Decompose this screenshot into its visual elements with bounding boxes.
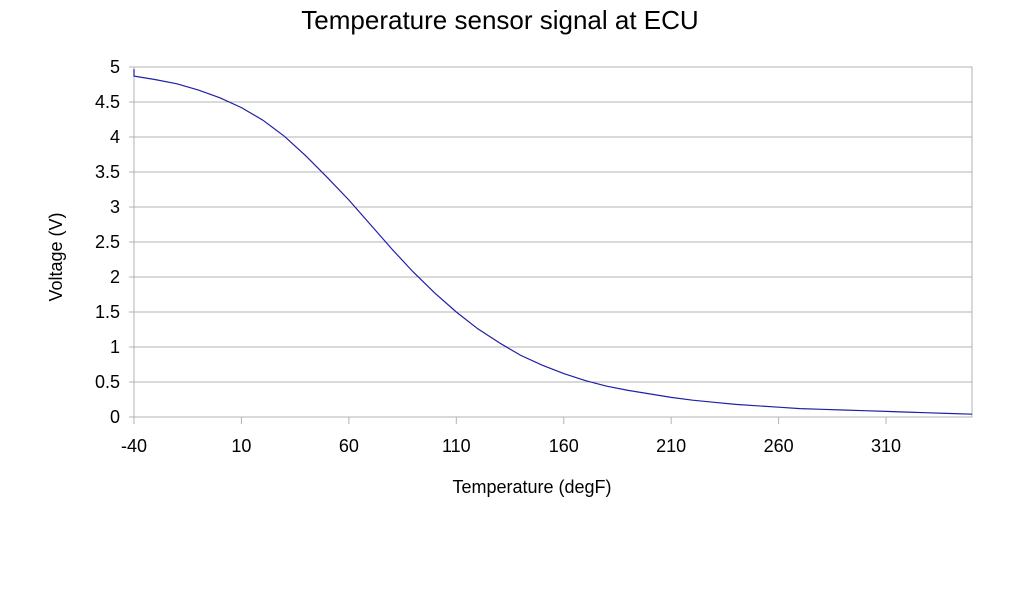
y-tick-label: 2.5 bbox=[95, 232, 120, 252]
y-tick-label: 0 bbox=[110, 407, 120, 427]
x-tick-label: 260 bbox=[764, 436, 794, 456]
y-axis-tick-labels: 0 0.5 1 1.5 2 2.5 3 3.5 4 4.5 5 bbox=[95, 57, 120, 427]
x-tick-label: 60 bbox=[339, 436, 359, 456]
series-group bbox=[133, 69, 973, 415]
y-tick-label: 3 bbox=[110, 197, 120, 217]
chart-title: Temperature sensor signal at ECU bbox=[301, 5, 698, 35]
y-tick-label: 5 bbox=[110, 57, 120, 77]
y-tick-label: 1.5 bbox=[95, 302, 120, 322]
x-tick-label: 210 bbox=[656, 436, 686, 456]
y-tick-label: 2 bbox=[110, 267, 120, 287]
x-tick-label: 310 bbox=[871, 436, 901, 456]
x-tick-label: 110 bbox=[442, 436, 471, 456]
y-tick-label: 1 bbox=[110, 337, 120, 357]
x-tick-label: 160 bbox=[549, 436, 579, 456]
gridlines bbox=[134, 66, 972, 418]
y-tick-label: 4.5 bbox=[95, 92, 120, 112]
y-tick-label: 0.5 bbox=[95, 372, 120, 392]
x-tick-label: -40 bbox=[121, 436, 147, 456]
x-axis-tick-labels: -40 10 60 110 160 210 260 310 bbox=[121, 436, 901, 456]
x-axis-title: Temperature (degF) bbox=[452, 477, 611, 497]
x-tick-label: 10 bbox=[231, 436, 251, 456]
y-tick-label: 4 bbox=[110, 127, 120, 147]
y-tick-label: 3.5 bbox=[95, 162, 120, 182]
series-line bbox=[133, 69, 973, 415]
tick-marks bbox=[129, 66, 887, 424]
y-axis-title: Voltage (V) bbox=[46, 212, 66, 301]
